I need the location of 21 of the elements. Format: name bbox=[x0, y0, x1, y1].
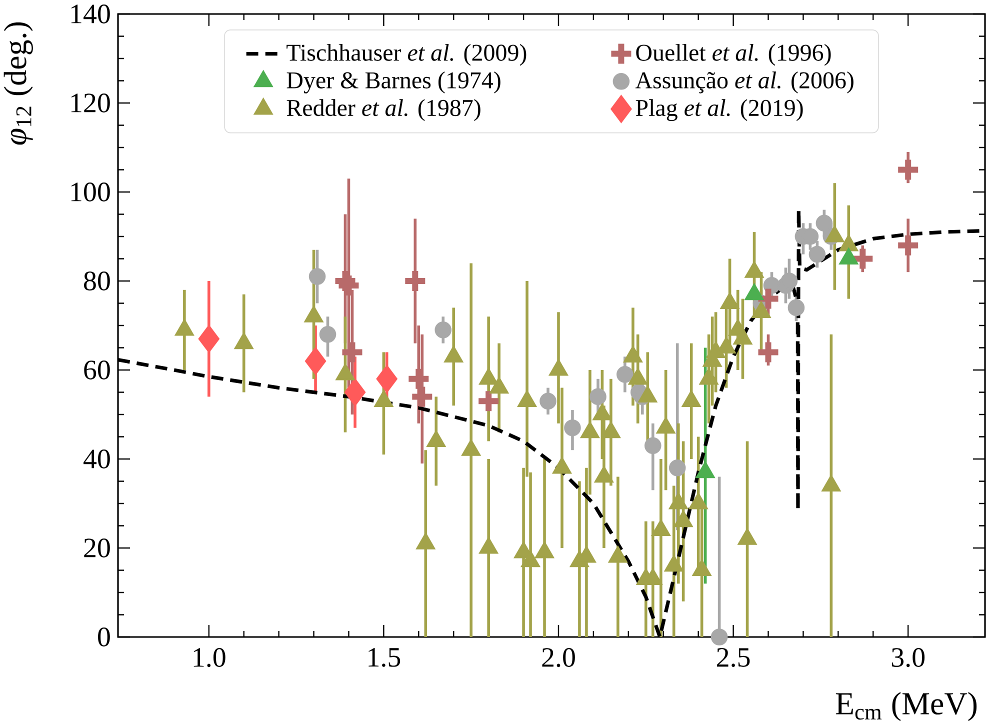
y-tick-label: 0 bbox=[98, 628, 110, 646]
x-tick-label: 1.0 bbox=[194, 648, 226, 668]
y-axis-title: φ$_{12}$ (deg.) bbox=[4, 22, 33, 145]
legend-label: Dyer & Barnes (1974) bbox=[286, 72, 500, 94]
x-tick-label: 1.5 bbox=[368, 648, 400, 667]
x-axis-title: E$_{cm}$ (MeV) bbox=[836, 692, 977, 722]
legend-label: Plag et al. (2019) bbox=[636, 99, 803, 122]
y-tick-label: 80 bbox=[84, 272, 110, 290]
y-tick-label: 40 bbox=[84, 450, 110, 468]
x-tick-label: 2.0 bbox=[542, 648, 575, 668]
x-tick-label: 2.5 bbox=[717, 648, 750, 667]
y-tick-label: 100 bbox=[71, 182, 110, 202]
legend-label: Redder et al. (1987) bbox=[286, 99, 480, 121]
y-tick-label: 60 bbox=[84, 360, 110, 380]
legend-label: Assunção et al. (2006) bbox=[635, 72, 854, 94]
y-tick-label: 20 bbox=[84, 538, 110, 558]
y-tick-label: 120 bbox=[71, 94, 110, 112]
legend-label: Tischhauser et al. (2009) bbox=[286, 44, 526, 66]
y-tick-label: 140 bbox=[71, 4, 110, 24]
legend-label: Ouellet et al. (1996) bbox=[636, 44, 831, 66]
x-tick-label: 3.0 bbox=[892, 648, 925, 668]
